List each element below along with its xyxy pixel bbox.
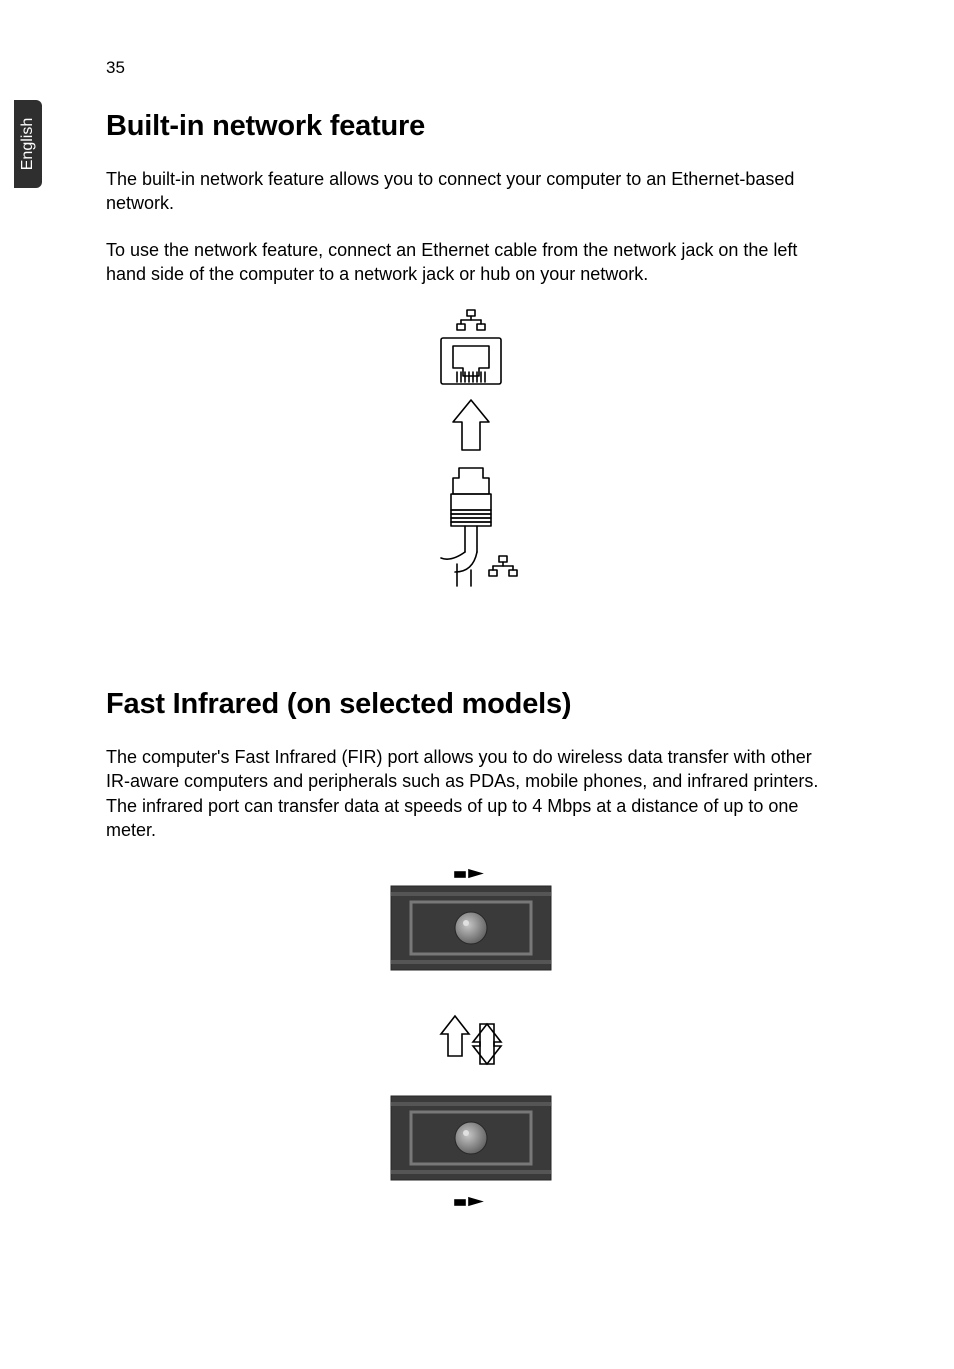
page-number: 35 bbox=[106, 58, 125, 78]
section2-title: Fast Infrared (on selected models) bbox=[106, 688, 836, 721]
ethernet-diagram-svg bbox=[381, 308, 561, 638]
language-side-tab: English bbox=[14, 100, 42, 188]
figure-ethernet bbox=[106, 308, 836, 638]
section1-paragraph-1: The built-in network feature allows you … bbox=[106, 167, 836, 216]
infrared-diagram-svg bbox=[351, 864, 591, 1244]
page-content: Built-in network feature The built-in ne… bbox=[106, 110, 836, 1254]
language-label: English bbox=[19, 118, 37, 170]
section1-paragraph-2: To use the network feature, connect an E… bbox=[106, 238, 836, 287]
section1-title: Built-in network feature bbox=[106, 110, 836, 143]
section2-paragraph-1: The computer's Fast Infrared (FIR) port … bbox=[106, 745, 836, 842]
figure-infrared bbox=[106, 864, 836, 1244]
